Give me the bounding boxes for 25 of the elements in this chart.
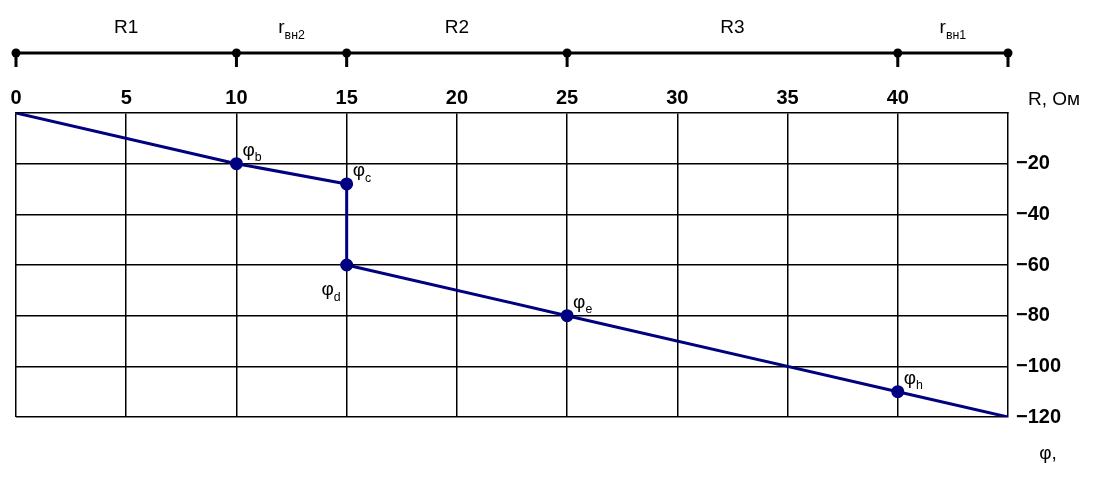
x-tick-label: 35 xyxy=(776,85,799,108)
point xyxy=(229,157,243,171)
y-tick-label: −40 xyxy=(1016,201,1050,224)
text: R2 xyxy=(444,16,470,37)
x-tick-label: 20 xyxy=(445,85,469,108)
point xyxy=(560,309,574,323)
x-tick-label: 15 xyxy=(335,85,358,108)
point xyxy=(340,258,354,272)
x-tick-label: 10 xyxy=(225,85,248,108)
y-tick-label: −80 xyxy=(1016,303,1050,326)
point xyxy=(340,177,354,191)
y-axis-title: φ, xyxy=(1039,442,1057,463)
y-tick-label: −60 xyxy=(1016,252,1050,275)
x-tick-label: 25 xyxy=(555,85,579,108)
y-tick-label: −100 xyxy=(1016,353,1062,376)
y-tick-label: −120 xyxy=(1016,404,1062,427)
x-tick-label: 30 xyxy=(666,85,689,108)
x-tick-label: 40 xyxy=(886,85,909,108)
text: R1 xyxy=(114,16,139,37)
y-tick-label: −20 xyxy=(1016,151,1050,174)
x-tick-label: 0 xyxy=(10,85,22,108)
x-tick-label: 5 xyxy=(120,85,132,108)
point xyxy=(891,385,905,399)
x-axis-title: R, Ом xyxy=(1028,88,1081,109)
text: R3 xyxy=(720,16,745,37)
